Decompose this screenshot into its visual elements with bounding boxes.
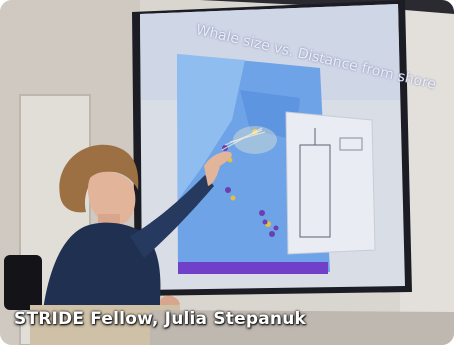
photo-caption: STRIDE Fellow, Julia Stepanuk bbox=[14, 309, 307, 329]
inset-legend bbox=[339, 137, 363, 151]
speaker bbox=[4, 255, 42, 310]
presenter-face bbox=[87, 171, 136, 225]
presenter-hand bbox=[204, 151, 232, 186]
map-deep-water bbox=[240, 90, 300, 140]
map-bottom-bar bbox=[178, 262, 328, 274]
map-coast bbox=[177, 54, 245, 200]
presenter-hair bbox=[59, 144, 139, 213]
map-lines bbox=[221, 127, 266, 151]
presenter-arm bbox=[130, 175, 214, 258]
